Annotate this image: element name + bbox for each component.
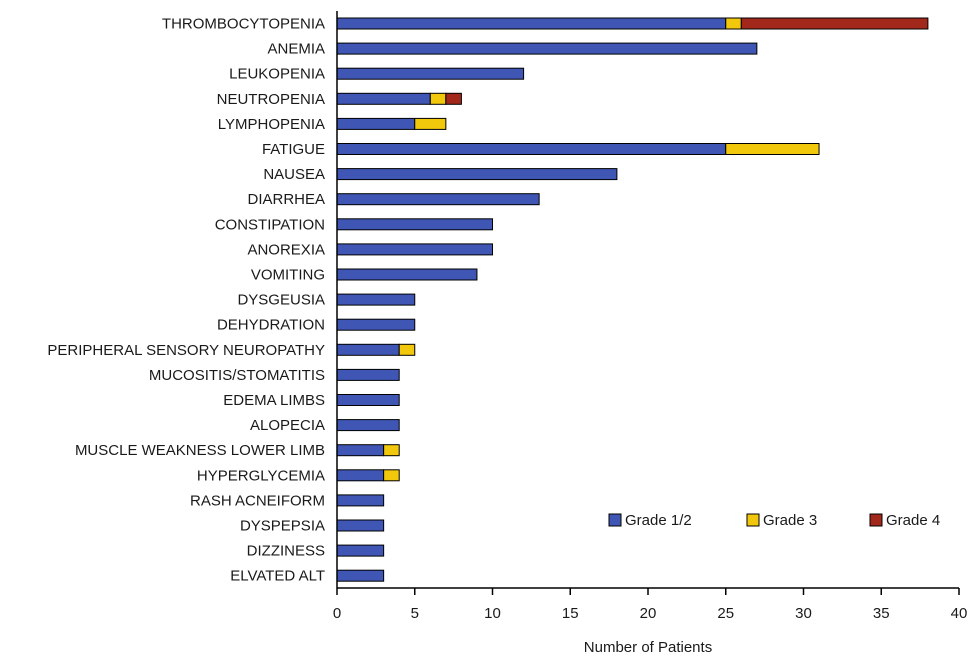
bar-segment-dyspepsia-series-1 <box>336 519 385 532</box>
category-label-rash-acneiform: RASH ACNEIFORM <box>190 492 325 509</box>
bar-segment-fatigue-series-1 <box>336 143 727 155</box>
bar-segment-peripheral-sensory-neuropathy-series-2 <box>398 343 416 356</box>
bar-segment-diarrhea-series-1 <box>336 193 540 206</box>
bar-segment-mucositis-stomatitis-series-1 <box>336 368 400 381</box>
bar-segment-dehydration-series-1 <box>336 318 416 331</box>
legend-label-2: Grade 3 <box>763 512 817 529</box>
legend-label-3: Grade 4 <box>886 512 940 529</box>
legend-swatch-3 <box>869 513 883 527</box>
bar-segment-neutropenia-series-3 <box>445 92 462 105</box>
bar-segment-dysgeusia-series-1 <box>336 293 416 306</box>
category-label-leukopenia: LEUKOPENIA <box>229 66 325 83</box>
legend-swatch-2 <box>746 513 760 527</box>
legend-label-1: Grade 1/2 <box>625 512 692 529</box>
bar-segment-hyperglycemia-series-2 <box>383 469 400 482</box>
bar-segment-constipation-series-1 <box>336 218 493 231</box>
bar-segment-hyperglycemia-series-1 <box>336 469 385 482</box>
x-tick-label-40: 40 <box>951 605 968 622</box>
bar-segment-thrombocytopenia-series-2 <box>725 17 742 30</box>
category-label-hyperglycemia: HYPERGLYCEMIA <box>197 467 325 484</box>
bar-segment-anorexia-series-1 <box>336 243 493 256</box>
bar-segment-edema-limbs-series-1 <box>336 394 400 406</box>
category-label-thrombocytopenia: THROMBOCYTOPENIA <box>162 16 325 33</box>
category-label-alopecia: ALOPECIA <box>250 417 325 434</box>
category-label-elvated-alt: ELVATED ALT <box>230 568 325 585</box>
bar-segment-thrombocytopenia-series-3 <box>740 17 929 30</box>
category-label-anemia: ANEMIA <box>267 41 325 58</box>
bar-segment-vomiting-series-1 <box>336 268 478 281</box>
x-tick-label-20: 20 <box>640 605 657 622</box>
bar-segment-thrombocytopenia-series-1 <box>336 17 727 30</box>
x-tick-label-5: 5 <box>411 605 419 622</box>
legend: Grade 1/2 Grade 3 Grade 4 <box>608 512 940 529</box>
x-axis-ticks: 0 5 10 15 20 25 30 35 40 <box>333 588 968 622</box>
x-tick-label-10: 10 <box>484 605 501 622</box>
category-label-fatigue: FATIGUE <box>262 141 325 158</box>
bar-segment-muscle-weakness-lower-limb-series-1 <box>336 444 385 457</box>
category-labels: THROMBOCYTOPENIA ANEMIA LEUKOPENIA NEUTROPE… <box>47 16 325 585</box>
category-label-edema-limbs: EDEMA LIMBS <box>223 392 325 409</box>
bar-segment-lymphopenia-series-2 <box>414 117 447 130</box>
category-label-dizziness: DIZZINESS <box>247 543 325 560</box>
category-label-vomiting: VOMITING <box>251 267 325 284</box>
category-label-dyspepsia: DYSPEPSIA <box>240 518 325 535</box>
category-label-lymphopenia: LYMPHOPENIA <box>218 116 325 133</box>
x-tick-label-35: 35 <box>873 605 890 622</box>
category-label-neutropenia: NEUTROPENIA <box>217 91 325 108</box>
bar-segment-lymphopenia-series-1 <box>336 117 416 130</box>
category-label-muscle-weakness-lower-limb: MUSCLE WEAKNESS LOWER LIMB <box>75 442 325 459</box>
bar-segment-neutropenia-series-1 <box>336 92 431 105</box>
category-label-mucositis-stomatitis: MUCOSITIS/STOMATITIS <box>149 367 325 384</box>
x-tick-label-0: 0 <box>333 605 341 622</box>
bar-segment-nausea-series-1 <box>336 168 618 181</box>
category-label-constipation: CONSTIPATION <box>215 216 325 233</box>
category-label-diarrhea: DIARRHEA <box>247 191 325 208</box>
bar-segment-anemia-series-1 <box>336 42 758 55</box>
category-label-nausea: NAUSEA <box>263 166 325 183</box>
x-tick-label-30: 30 <box>795 605 812 622</box>
bar-segment-peripheral-sensory-neuropathy-series-1 <box>336 343 400 356</box>
bar-segment-fatigue-series-2 <box>725 143 820 155</box>
legend-swatch-1 <box>608 513 622 527</box>
bars-layer <box>336 17 929 582</box>
bar-segment-alopecia-series-1 <box>336 419 400 432</box>
x-tick-label-25: 25 <box>717 605 734 622</box>
category-label-dysgeusia: DYSGEUSIA <box>237 292 325 309</box>
bar-segment-muscle-weakness-lower-limb-series-2 <box>383 444 400 457</box>
x-axis-title: Number of Patients <box>584 639 712 656</box>
bar-segment-leukopenia-series-1 <box>336 67 525 80</box>
category-label-dehydration: DEHYDRATION <box>217 317 325 334</box>
x-tick-label-15: 15 <box>562 605 579 622</box>
bar-segment-dizziness-series-1 <box>336 544 385 557</box>
bar-segment-rash-acneiform-series-1 <box>336 494 385 507</box>
bar-segment-elvated-alt-series-1 <box>336 569 385 582</box>
category-label-anorexia: ANOREXIA <box>247 241 325 258</box>
category-label-peripheral-sensory-neuropathy: PERIPHERAL SENSORY NEUROPATHY <box>47 342 325 359</box>
bar-segment-neutropenia-series-2 <box>429 92 447 105</box>
